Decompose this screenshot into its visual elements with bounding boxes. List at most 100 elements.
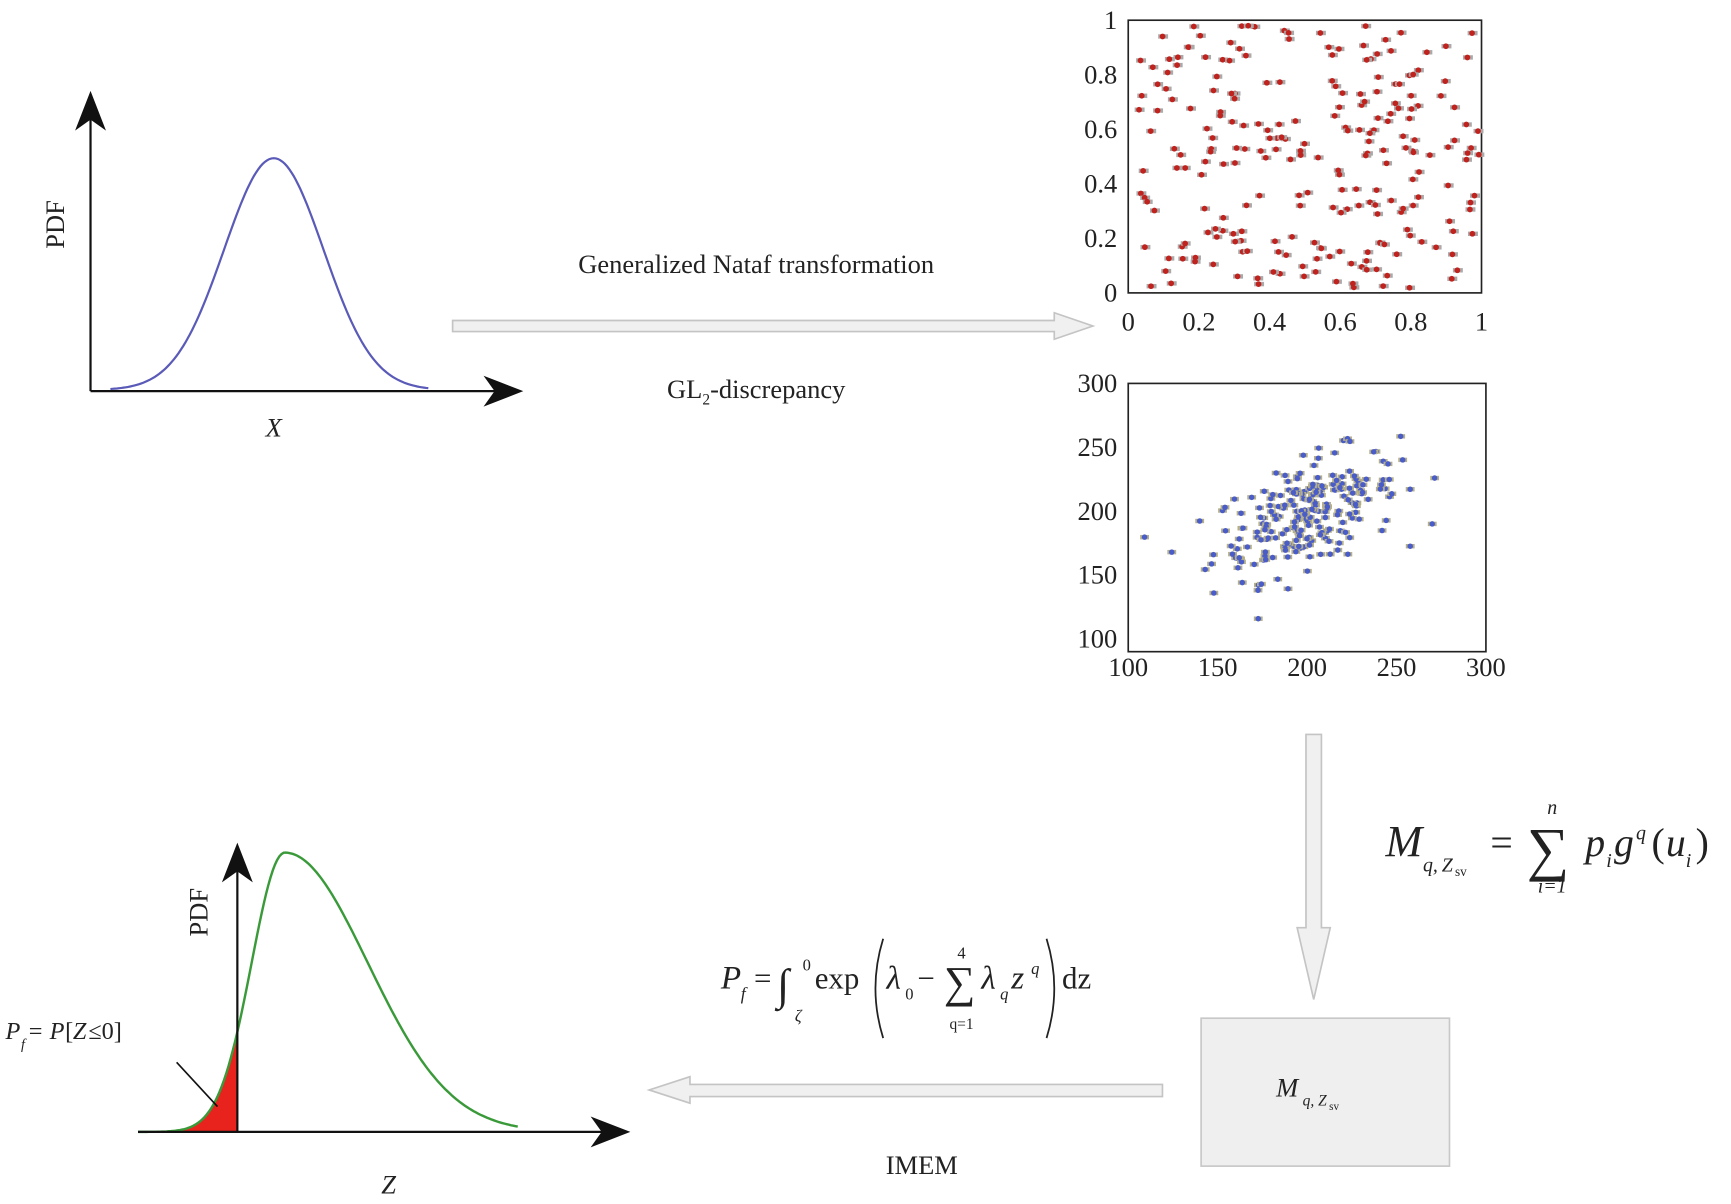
sample-point	[1382, 36, 1389, 43]
sample-point	[1190, 23, 1197, 30]
y-tick-label: 1	[1104, 5, 1117, 35]
sample-point	[1335, 547, 1341, 553]
sample-point	[1317, 532, 1324, 538]
sample-point	[1364, 249, 1371, 256]
sample-point	[1244, 248, 1251, 254]
arrowhead	[483, 375, 524, 407]
sample-point	[1384, 118, 1391, 125]
sample-point	[1228, 90, 1235, 97]
sample-point	[1332, 83, 1339, 90]
failure-region	[182, 1031, 238, 1132]
text: GL	[667, 374, 702, 404]
sample-point	[1392, 100, 1399, 107]
y-tick-label: 0.8	[1084, 60, 1117, 90]
subscript: q	[1000, 984, 1008, 1003]
sample-point	[1285, 554, 1291, 560]
operator: −	[917, 960, 934, 995]
sample-point	[1386, 476, 1393, 483]
symbol: dz	[1062, 960, 1091, 995]
sample-point	[1464, 54, 1471, 61]
sample-point	[1336, 248, 1343, 255]
sample-point	[1286, 36, 1292, 42]
sample-point	[1275, 503, 1282, 510]
sample-point	[1407, 486, 1413, 493]
sample-point	[1236, 555, 1243, 561]
sample-point	[1363, 476, 1370, 482]
sample-point	[1245, 22, 1252, 29]
operator: ∫	[774, 960, 792, 1011]
sample-point	[1297, 152, 1304, 159]
sample-point	[1163, 85, 1169, 92]
sample-point	[1326, 538, 1332, 544]
sample-point	[1222, 504, 1228, 511]
annotation: Z	[73, 1018, 87, 1045]
sample-point	[1217, 112, 1224, 119]
sample-point	[1283, 252, 1290, 258]
sample-point	[1232, 160, 1238, 166]
symbol: p	[1582, 821, 1605, 865]
sample-point	[1213, 73, 1220, 80]
sample-point	[1353, 186, 1360, 193]
sample-point	[1258, 537, 1264, 543]
sample-point	[1445, 144, 1452, 150]
sample-point	[1231, 496, 1238, 502]
sample-point	[1205, 229, 1211, 236]
sample-point	[1291, 519, 1298, 525]
x-label: Z	[381, 1170, 396, 1200]
sample-point	[1220, 214, 1227, 221]
sample-point	[1229, 118, 1236, 125]
sample-point	[1201, 205, 1208, 212]
x-tick-label: 250	[1377, 652, 1417, 682]
sample-point	[1282, 472, 1288, 479]
sample-point	[1274, 576, 1281, 582]
sample-point	[1304, 535, 1310, 542]
sample-point	[1266, 135, 1273, 142]
sample-point	[1329, 472, 1336, 479]
sample-point	[1454, 267, 1461, 274]
superscript: q	[1031, 959, 1039, 978]
sample-point	[1257, 148, 1264, 154]
sample-point	[1302, 511, 1308, 517]
sample-point	[1404, 226, 1411, 233]
sample-point	[1202, 54, 1209, 61]
sample-point	[1385, 461, 1391, 467]
sample-point	[1442, 78, 1449, 85]
bracket: (	[1652, 821, 1665, 865]
sample-point	[1311, 462, 1317, 469]
sample-point	[1301, 140, 1308, 147]
sample-point	[1475, 128, 1481, 134]
sample-point	[1219, 227, 1226, 234]
sample-point	[1349, 490, 1356, 496]
sample-point	[1309, 506, 1315, 513]
sample-point	[1327, 551, 1333, 557]
sample-point	[1262, 526, 1268, 533]
flow-arrow	[646, 1075, 1164, 1105]
subscript: Z	[1318, 1092, 1327, 1109]
sample-point	[1345, 497, 1351, 503]
sample-point	[1336, 540, 1343, 546]
sample-point	[1148, 283, 1154, 290]
sample-point	[1255, 587, 1261, 594]
sample-point	[1475, 151, 1482, 158]
sample-point	[1451, 104, 1458, 111]
sample-point	[1238, 559, 1245, 565]
bracket	[874, 938, 885, 1039]
sample-point	[1277, 492, 1284, 499]
physical-samples	[1140, 433, 1440, 622]
sample-point	[1359, 489, 1366, 496]
sample-point	[1387, 110, 1394, 117]
annotation: P	[49, 1018, 65, 1045]
sample-point	[1264, 127, 1271, 134]
sample-point	[1304, 189, 1311, 196]
sample-point	[1366, 138, 1372, 145]
annotation: f	[21, 1037, 27, 1053]
sample-point	[1429, 521, 1436, 527]
sample-point	[1210, 261, 1217, 268]
limit: 4	[957, 944, 966, 963]
sample-point	[1363, 257, 1370, 264]
sample-point	[1268, 508, 1275, 515]
sample-point	[1311, 239, 1318, 246]
sample-point	[1367, 130, 1373, 137]
sample-point	[1396, 81, 1403, 87]
sample-point	[1220, 161, 1227, 167]
